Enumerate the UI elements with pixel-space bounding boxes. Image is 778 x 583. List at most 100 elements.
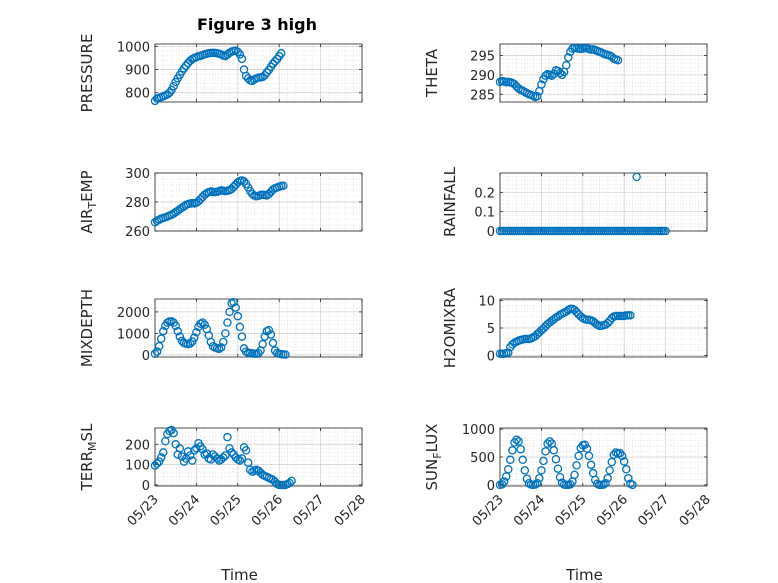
- ylabel-6: TERRMSL: [78, 423, 99, 492]
- data-point: [543, 439, 552, 448]
- data-point: [227, 448, 236, 457]
- data-point: [279, 181, 288, 191]
- data-point: [169, 428, 178, 438]
- data-point: [190, 333, 199, 342]
- data-point: [223, 432, 232, 442]
- data-point: [243, 74, 253, 83]
- data-point: [555, 68, 565, 78]
- y-tick-label: 1000: [117, 40, 150, 55]
- data-point: [514, 84, 523, 93]
- data-point: [156, 334, 166, 343]
- data-point: [237, 54, 247, 64]
- axes-box: [499, 43, 708, 103]
- data-point: [603, 473, 612, 483]
- data-point: [154, 342, 164, 351]
- data-point: [169, 81, 178, 91]
- data-point: [237, 332, 247, 341]
- y-tick-label: 200: [125, 438, 150, 453]
- data-point: [624, 473, 633, 483]
- data-point: [188, 456, 197, 465]
- data-point: [156, 453, 166, 462]
- data-point: [607, 457, 617, 467]
- data-point: [499, 477, 509, 486]
- subplot-4: 0 1000 2000 MIXDEPTH: [78, 289, 363, 367]
- data-point: [212, 454, 222, 463]
- x-axis-label: Time: [565, 566, 603, 583]
- ylabel-0: PRESSURE: [78, 34, 96, 113]
- data-point: [551, 454, 561, 464]
- data-point: [512, 435, 521, 444]
- ylabel-3: RAINFALL: [441, 166, 459, 237]
- data-point: [268, 338, 278, 348]
- data-point: [586, 460, 596, 470]
- data-point: [574, 451, 583, 461]
- data-point: [231, 303, 240, 312]
- ylabel-7: SUNFLUX: [423, 424, 444, 491]
- x-tick-label: 05/23: [470, 492, 507, 529]
- subplot-2: 260 280 300 AIRTEMP: [78, 167, 363, 240]
- subplot-6: 05/23 05/24 05/25 05/26 05/27 05/28 0 100 200 TER…: [78, 423, 369, 583]
- data-point: [285, 478, 294, 488]
- data-point: [537, 466, 546, 475]
- data-point: [200, 320, 209, 330]
- data-point: [504, 348, 513, 357]
- data-point: [237, 454, 247, 463]
- data-point: [192, 328, 201, 337]
- data-point: [264, 325, 274, 335]
- data-point: [241, 446, 251, 455]
- data-point: [161, 436, 170, 446]
- y-tick-label: 2000: [117, 306, 150, 321]
- data-point: [245, 465, 255, 474]
- y-tick-label: 0.1: [474, 206, 495, 221]
- y-tick-label: 0: [487, 479, 495, 494]
- x-tick-label: 05/28: [332, 492, 369, 529]
- data-point: [235, 456, 245, 465]
- data-point: [522, 474, 532, 483]
- data-point: [270, 57, 280, 66]
- data-point: [233, 311, 243, 321]
- data-point: [185, 339, 195, 348]
- x-tick-label: 05/24: [511, 492, 548, 529]
- data-point: [277, 49, 286, 58]
- data-point: [183, 447, 193, 456]
- x-tick-label: 05/28: [677, 492, 714, 529]
- data-point: [601, 478, 610, 488]
- ylabel-5: H2OMIXRA: [441, 287, 459, 368]
- data-point: [539, 456, 548, 466]
- data-point: [555, 472, 565, 482]
- ylabel-1: THETA: [423, 48, 441, 98]
- data-point: [219, 453, 228, 462]
- data-point: [152, 459, 162, 468]
- data-point: [613, 55, 623, 65]
- data-point: [541, 71, 550, 80]
- data-point: [287, 476, 296, 486]
- data-point: [530, 480, 540, 489]
- data-point: [150, 349, 160, 359]
- axes-box: [154, 427, 363, 487]
- data-point: [599, 480, 608, 489]
- data-point: [553, 464, 563, 473]
- y-tick-label: 0: [487, 349, 495, 364]
- data-point: [154, 457, 164, 466]
- x-tick-label: 05/26: [594, 492, 631, 529]
- data-point: [547, 71, 557, 80]
- data-point: [508, 446, 517, 455]
- data-point: [561, 61, 571, 70]
- data-point: [626, 311, 635, 320]
- y-tick-label: 900: [125, 64, 150, 79]
- data-point: [533, 478, 542, 488]
- x-tick-label: 05/27: [635, 492, 672, 529]
- data-point: [262, 68, 272, 77]
- data-point: [243, 458, 253, 467]
- data-point: [177, 452, 187, 461]
- data-point: [584, 451, 594, 461]
- data-point: [175, 332, 185, 341]
- y-tick-label: 0: [142, 479, 150, 494]
- data-point: [235, 322, 245, 332]
- data-point: [225, 444, 234, 453]
- y-tick-label: 5: [487, 322, 495, 337]
- data-point: [549, 446, 559, 455]
- x-tick-label: 05/27: [290, 492, 327, 529]
- y-tick-label: 1000: [462, 423, 495, 438]
